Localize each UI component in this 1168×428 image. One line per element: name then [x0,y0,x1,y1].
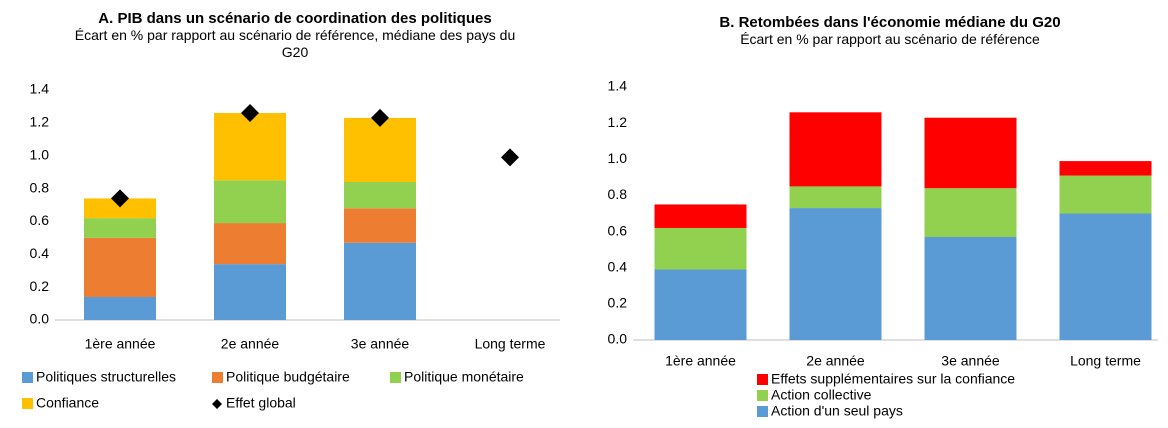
x-tick-label: Long terme [1070,353,1141,369]
bar-segment [84,237,156,297]
x-tick-label: 1ère année [665,353,736,369]
legend-swatch [757,374,768,385]
legend-label: Effets supplémentaires sur la confiance [771,371,1015,387]
x-tick-label: 3e année [941,353,1000,369]
bar-segment [1059,161,1152,176]
bar-segment [924,188,1017,237]
marker [501,148,519,167]
y-tick-label: 0.2 [30,278,50,294]
bar-segment [344,182,416,209]
y-tick-label: 1.2 [30,114,50,130]
chart-subtitle: Écart en % par rapport au scénario de ré… [740,31,1040,47]
legend-label: Action d'un seul pays [771,403,903,419]
bar-segment [344,242,416,320]
legend-label: Effet global [226,395,296,411]
y-tick-label: 1.4 [30,81,50,97]
y-tick-label: 0.6 [608,222,628,238]
marker [241,104,259,122]
legend-label: Confiance [36,395,99,411]
bar-segment [789,208,882,340]
y-tick-label: 0.4 [608,258,628,274]
y-tick-label: 1.0 [608,150,628,166]
bar-segment [924,236,1017,340]
bar-segment [214,264,286,320]
y-tick-label: 0.4 [30,245,50,261]
bar-segment [654,269,747,340]
x-tick-label: 2e année [806,353,865,369]
bar-segment [789,112,882,187]
legend-swatch [757,390,768,401]
y-tick-label: 1.0 [30,146,50,162]
header-b: B. Retombées dans l'économie médiane du … [620,14,1160,48]
bar-segment [924,117,1017,189]
marker [371,108,389,127]
bar-segment [84,218,156,238]
bar-segment [214,180,286,224]
legend-swatch [22,372,33,383]
y-tick-label: 0.8 [30,179,50,195]
chart-title: B. Retombées dans l'économie médiane du … [719,14,1061,31]
header-a: A. PIB dans un scénario de coordination … [40,10,550,61]
chart-subtitle: Écart en % par rapport au scénario de ré… [74,27,516,60]
legend-swatch [390,372,401,383]
bar-segment [789,186,882,209]
y-tick-label: 0.2 [608,295,628,311]
bar-segment [214,113,286,181]
x-tick-label: 1ère année [85,336,156,352]
legend-label: Politique budgétaire [226,369,350,385]
bar-segment [84,198,156,219]
chart-title: A. PIB dans un scénario de coordination … [98,10,492,27]
legend-label: Politiques structurelles [36,369,176,385]
y-tick-label: 1.4 [608,78,628,94]
y-tick-label: 0.6 [30,212,50,228]
legend-swatch [212,399,222,409]
y-tick-label: 0.0 [30,311,50,327]
bar-segment [654,204,747,228]
legend-label: Action collective [771,387,872,403]
bar-segment [344,208,416,243]
y-tick-label: 0.0 [608,331,628,347]
y-tick-label: 0.8 [608,186,628,202]
bar-segment [654,227,747,270]
bar-segment [1059,213,1152,340]
x-tick-label: 3e année [351,336,410,352]
legend-swatch [757,406,768,417]
bar-segment [214,223,286,265]
bar-segment [344,117,416,182]
x-tick-label: 2e année [221,336,280,352]
y-tick-label: 1.2 [608,114,628,130]
marker [111,189,129,208]
legend-swatch [22,398,33,409]
x-tick-label: Long terme [475,336,546,352]
bar-segment [84,297,156,320]
bar-segment [1059,175,1152,214]
legend-swatch [212,372,223,383]
legend-label: Politique monétaire [404,369,524,385]
